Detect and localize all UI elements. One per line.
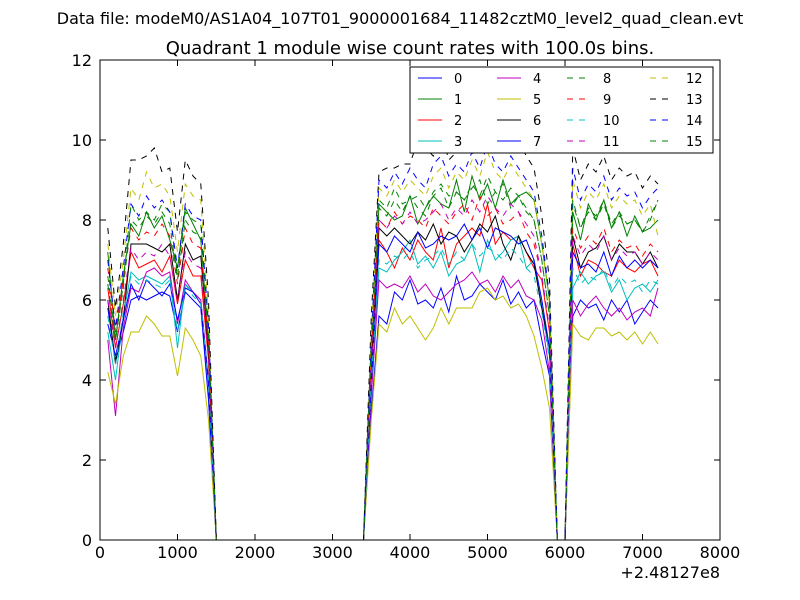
- series-line-6: [107, 214, 659, 540]
- x-tick-label: 0: [95, 543, 105, 562]
- x-tick-label: 5000: [467, 543, 508, 562]
- series-line-0: [107, 274, 659, 540]
- y-tick-label: 8: [82, 211, 92, 230]
- legend-label-6: 6: [533, 114, 541, 129]
- y-tick-label: 4: [82, 371, 92, 390]
- legend-label-2: 2: [454, 114, 462, 129]
- legend-label-8: 8: [603, 72, 611, 87]
- y-tick-label: 0: [82, 531, 92, 550]
- legend-label-1: 1: [454, 93, 462, 108]
- x-tick-label: 8000: [700, 543, 741, 562]
- legend-box: [409, 66, 714, 154]
- y-tick-label: 2: [82, 451, 92, 470]
- legend-label-12: 12: [686, 72, 703, 87]
- legend-label-11: 11: [603, 135, 620, 150]
- series-line-3: [107, 235, 659, 540]
- x-tick-label: 3000: [312, 543, 353, 562]
- legend-label-7: 7: [533, 135, 541, 150]
- series-line-12: [107, 150, 659, 540]
- legend-label-10: 10: [603, 114, 620, 129]
- legend-label-5: 5: [533, 93, 541, 108]
- x-tick-label: 1000: [157, 543, 198, 562]
- series-line-15: [107, 174, 659, 540]
- series-line-13: [107, 106, 659, 540]
- x-tick-label: 7000: [622, 543, 663, 562]
- series-line-11: [107, 194, 659, 540]
- series-line-5: [107, 287, 659, 540]
- legend-label-4: 4: [533, 72, 541, 87]
- legend-label-0: 0: [454, 72, 462, 87]
- y-tick-label: 6: [82, 291, 92, 310]
- x-tick-label: 4000: [390, 543, 431, 562]
- y-tick-label: 12: [72, 51, 92, 70]
- series-line-4: [107, 267, 659, 540]
- series-line-1: [107, 174, 659, 540]
- series-line-14: [107, 142, 659, 540]
- x-offset-label: +2.48127e8: [620, 563, 720, 582]
- legend-label-14: 14: [686, 114, 703, 129]
- x-tick-label: 2000: [235, 543, 276, 562]
- series-line-9: [107, 194, 659, 540]
- legend-label-13: 13: [686, 93, 703, 108]
- legend-label-3: 3: [454, 135, 462, 150]
- y-tick-label: 10: [72, 131, 92, 150]
- legend-label-9: 9: [603, 93, 611, 108]
- chart-title: Quadrant 1 module wise count rates with …: [166, 38, 655, 59]
- x-tick-label: 6000: [545, 543, 586, 562]
- figure-suptitle: Data file: modeM0/AS1A04_107T01_90000016…: [57, 9, 743, 29]
- legend-label-15: 15: [686, 135, 703, 150]
